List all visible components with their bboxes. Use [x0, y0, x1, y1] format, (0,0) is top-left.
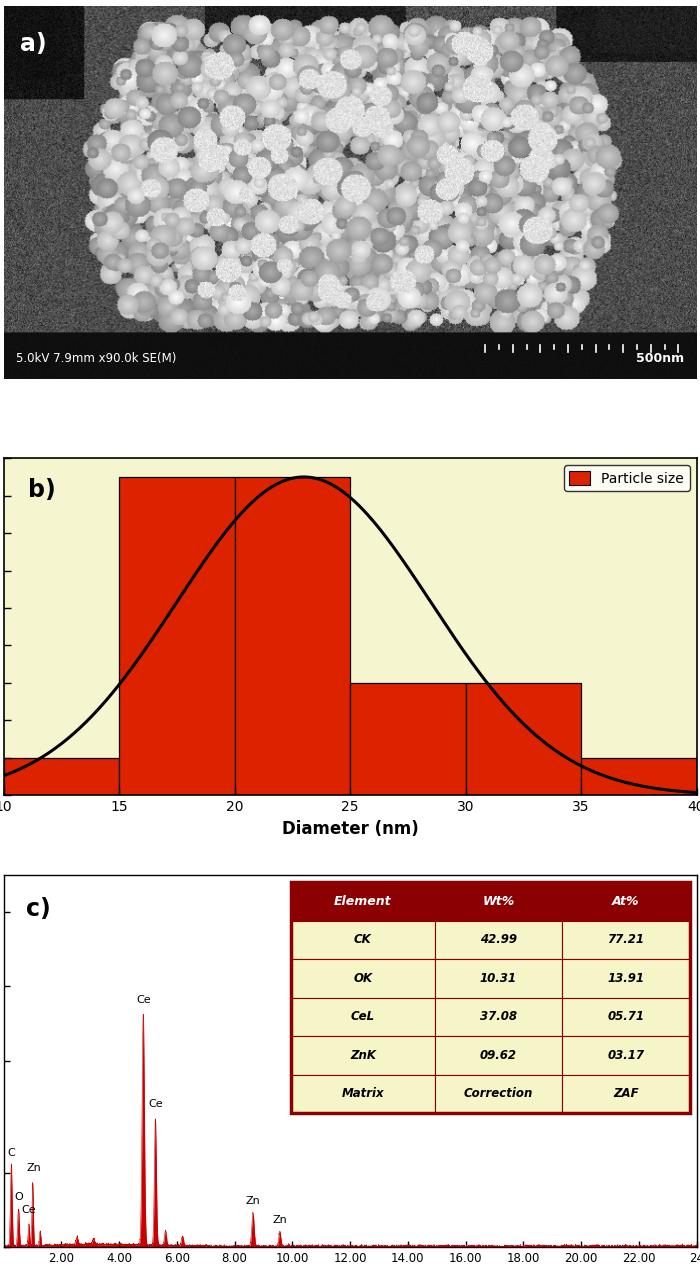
Text: b): b)	[28, 479, 55, 503]
X-axis label: Diameter (nm): Diameter (nm)	[281, 819, 419, 838]
Bar	[4, 758, 119, 795]
Bar	[234, 478, 350, 795]
Legend: Particle size: Particle size	[564, 465, 690, 491]
Text: 5.0kV 7.9mm x90.0k SE(M): 5.0kV 7.9mm x90.0k SE(M)	[15, 352, 176, 364]
Text: a): a)	[20, 33, 46, 56]
Text: Zn: Zn	[27, 1162, 41, 1172]
Text: 500nm: 500nm	[636, 352, 685, 364]
Text: Ce: Ce	[148, 1100, 162, 1109]
Text: C: C	[8, 1148, 15, 1158]
Bar	[581, 758, 696, 795]
Text: c): c)	[26, 897, 50, 921]
Text: Ce: Ce	[136, 994, 150, 1005]
Bar	[466, 683, 581, 795]
Bar	[119, 478, 234, 795]
Text: Zn: Zn	[272, 1215, 287, 1224]
Bar	[350, 683, 466, 795]
Text: O: O	[14, 1193, 23, 1203]
Text: Zn: Zn	[246, 1196, 260, 1206]
Text: Ce: Ce	[22, 1205, 36, 1215]
